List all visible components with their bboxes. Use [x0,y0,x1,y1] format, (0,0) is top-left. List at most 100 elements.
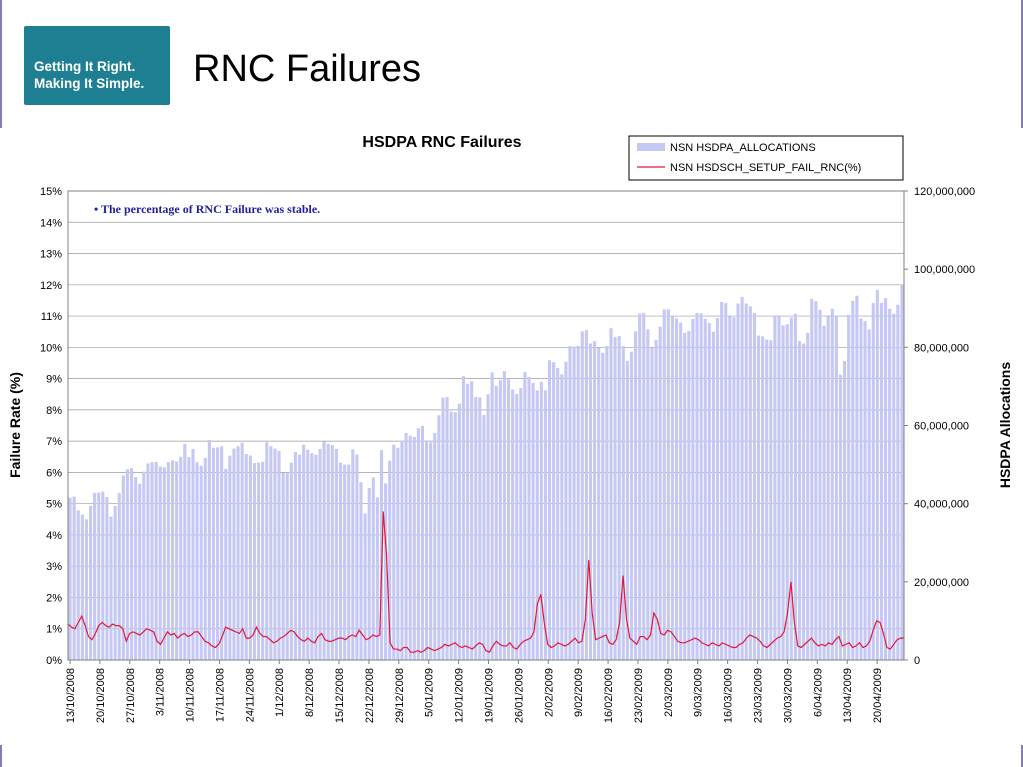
allocation-bar [105,497,109,660]
allocation-bar [490,372,494,660]
allocation-bar [871,302,875,660]
allocation-bar [252,463,257,660]
allocation-bar [318,448,322,660]
allocation-bar [179,456,183,660]
allocation-bar [552,362,556,660]
allocation-bar [744,303,748,660]
x-tick-label: 20/10/2008 [95,668,107,723]
allocation-bar [859,318,863,660]
allocation-bar [593,341,597,660]
chart-legend: NSN HSDPA_ALLOCATIONS NSN HSDSCH_SETUP_F… [628,135,904,181]
x-tick-label: 12/01/2009 [454,668,466,723]
allocation-bar [781,325,785,660]
allocation-bar [170,460,175,660]
allocation-bar [621,346,625,660]
allocation-bar [420,425,425,660]
allocation-bar [843,361,847,660]
allocation-bar [658,326,662,660]
allocation-bar [789,317,793,660]
allocation-bar [711,331,715,660]
company-logo: Getting It Right. Making It Simple. [24,26,170,105]
allocation-bar [412,436,416,660]
allocation-bar [675,318,679,660]
allocation-bar [560,374,564,660]
allocation-bar [125,469,129,660]
allocation-bar [375,497,379,660]
allocation-bar [416,428,420,660]
x-tick-label: 23/03/2009 [753,668,765,723]
allocation-bar [646,329,650,660]
legend-label-fail-rate: NSN HSDSCH_SETUP_FAIL_RNC(%) [670,162,861,174]
allocation-bar [84,519,88,660]
x-tick-label: 9/03/2009 [693,668,705,717]
right-axis-title: HSDPA Allocations [997,362,1013,488]
allocation-bar [203,457,207,660]
left-tick-label: 1% [46,624,62,636]
x-tick-label: 17/11/2008 [215,668,227,722]
logo-line-2: Making It Simple. [34,76,145,91]
allocation-bar [687,330,691,660]
left-tick-label: 2% [46,592,62,604]
allocation-bar [699,313,703,660]
allocation-bar [826,316,830,660]
allocation-bar [515,393,519,660]
x-tick-label: 2/03/2009 [663,668,675,717]
left-tick-label: 11% [41,311,62,323]
allocation-bar [302,444,306,660]
allocation-bar [629,351,634,660]
allocation-bar [142,471,146,660]
x-tick-label: 29/12/2008 [394,668,406,723]
allocation-bar [830,308,834,660]
allocation-bar [670,316,675,660]
allocation-bar [773,315,777,660]
left-tick-label: 15% [40,186,62,198]
allocation-bar [752,312,756,660]
x-tick-label: 16/02/2009 [603,668,615,723]
allocation-bar [166,462,170,660]
x-tick-label: 13/04/2009 [842,668,854,723]
allocation-bar [466,383,470,660]
allocation-bar [93,493,97,660]
allocation-bar [109,516,113,660]
allocation-bar [736,303,740,660]
left-tick-label: 13% [40,249,62,261]
left-tick-label: 14% [40,217,62,229]
right-tick-label: 0 [914,655,920,667]
left-tick-label: 10% [40,342,62,354]
allocation-bar [355,454,359,660]
allocation-bar [359,482,363,660]
allocation-bar [642,312,646,660]
x-tick-label: 3/11/2008 [155,668,167,716]
right-axis-ticks: 0 20,000,000 40,000,000 60,000,000 80,000,00… [904,186,975,667]
allocation-bar [314,454,318,660]
allocation-bar [523,371,527,660]
right-tick-label: 100,000,000 [914,264,975,276]
allocation-bar [175,461,179,660]
allocation-bar [211,447,216,660]
allocation-bar [547,360,552,660]
allocation-bar [855,295,859,660]
allocation-bar [392,444,396,660]
allocation-bar [892,313,896,660]
allocation-bar [224,468,228,660]
allocation-bar [441,397,445,660]
allocation-bar [588,343,593,660]
left-tick-label: 4% [46,530,62,542]
allocation-bar [470,381,474,660]
allocation-bar [117,493,121,660]
allocation-bar [884,298,888,660]
allocation-bar [756,335,761,660]
allocation-bar [445,396,449,660]
slide-title: RNC Failures [193,48,422,90]
allocation-bar [330,445,334,660]
allocation-bar [748,306,752,660]
allocation-bar [347,464,351,660]
allocation-bar [97,492,101,660]
allocation-bar [822,325,826,660]
allocation-bar [269,446,273,660]
right-tick-label: 20,000,000 [914,577,969,589]
allocation-bar [580,331,584,660]
allocation-bar [343,464,347,660]
chart-title: HSDPA RNC Failures [362,134,521,151]
allocation-bar [101,491,105,660]
